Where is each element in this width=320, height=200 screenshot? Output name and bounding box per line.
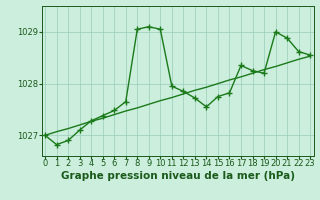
X-axis label: Graphe pression niveau de la mer (hPa): Graphe pression niveau de la mer (hPa) bbox=[60, 171, 295, 181]
